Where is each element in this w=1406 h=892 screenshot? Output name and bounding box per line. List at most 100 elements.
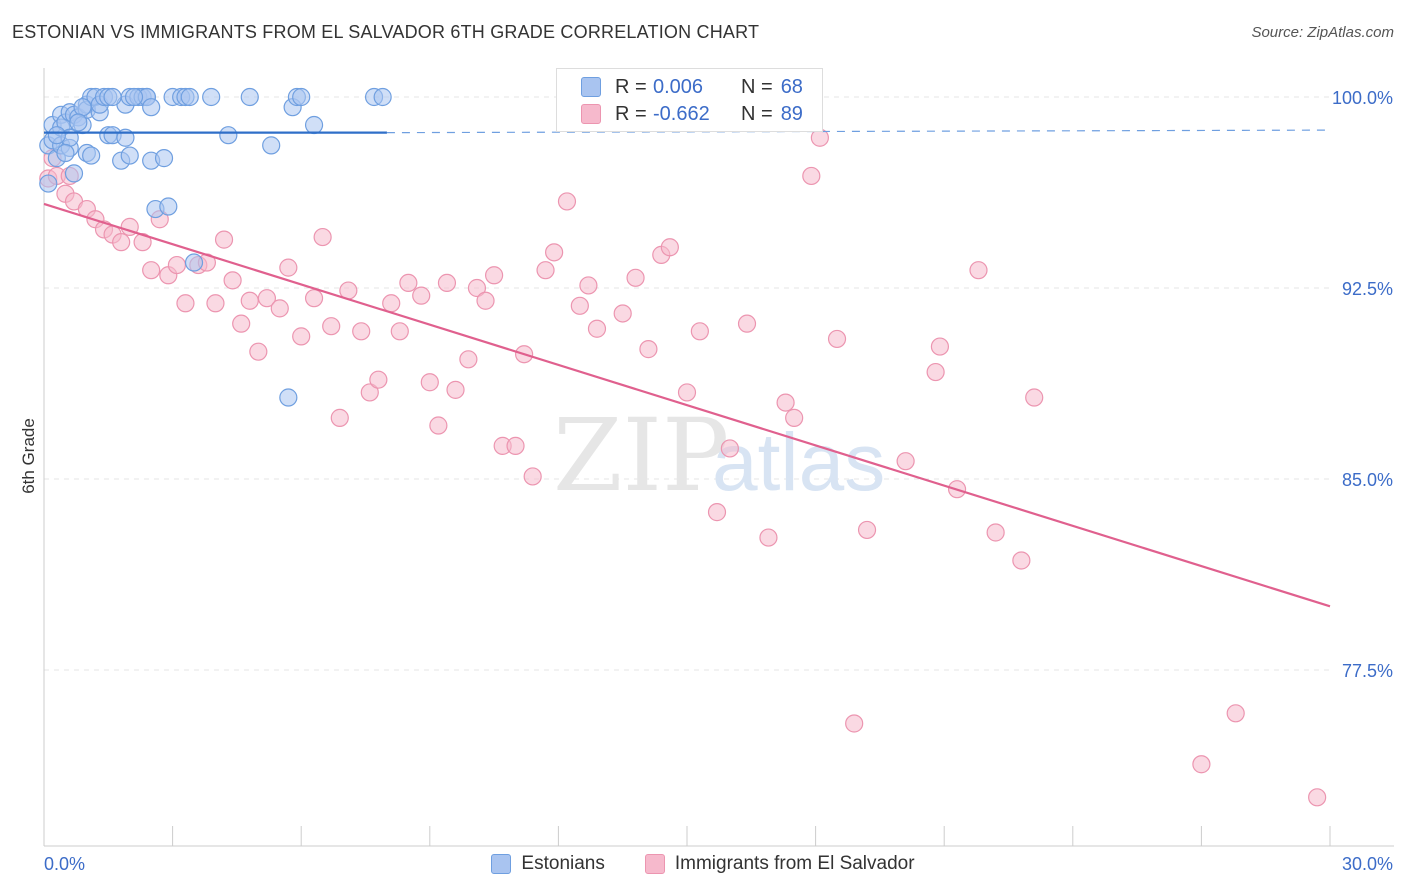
legend-r-label: R = bbox=[615, 75, 647, 98]
data-point-el-salvador bbox=[429, 416, 448, 435]
data-point-estonians bbox=[279, 388, 298, 407]
data-point-el-salvador bbox=[270, 299, 289, 318]
data-point-el-salvador bbox=[969, 261, 988, 280]
watermark-atlas: atlas bbox=[712, 417, 885, 508]
data-point-el-salvador bbox=[506, 436, 525, 455]
data-point-el-salvador bbox=[279, 258, 298, 277]
data-point-el-salvador bbox=[206, 294, 225, 313]
data-point-estonians bbox=[202, 87, 221, 107]
data-point-estonians bbox=[304, 115, 324, 135]
data-point-el-salvador bbox=[382, 294, 401, 313]
series-legend: Estonians Immigrants from El Salvador bbox=[0, 851, 1406, 877]
x-tick-label: 30.0% bbox=[1342, 854, 1393, 874]
data-point-el-salvador bbox=[390, 322, 409, 341]
x-tick-label: 0.0% bbox=[44, 854, 85, 874]
data-point-estonians bbox=[180, 87, 199, 107]
legend-item-estonians[interactable]: Estonians bbox=[491, 853, 605, 875]
axis-labels: 100.0% 92.5% 85.0% 77.5% 0.0% 30.0% 6th Grade bbox=[19, 88, 1393, 874]
data-point-el-salvador bbox=[557, 192, 577, 211]
data-point-el-salvador bbox=[523, 467, 542, 486]
y-tick-label: 100.0% bbox=[1332, 88, 1393, 108]
data-point-estonians bbox=[373, 87, 392, 107]
data-point-el-salvador bbox=[257, 289, 277, 308]
legend-row-estonians: R = 0.006 N = 68 bbox=[581, 74, 803, 100]
legend-r-label: R = bbox=[615, 102, 647, 125]
data-point-el-salvador bbox=[322, 317, 341, 336]
axis-layer bbox=[43, 68, 1394, 847]
data-point-el-salvador bbox=[142, 261, 161, 280]
data-point-el-salvador bbox=[1192, 755, 1211, 774]
trend-extension-estonians bbox=[386, 129, 1331, 134]
data-point-el-salvador bbox=[845, 714, 864, 733]
data-point-el-salvador bbox=[176, 294, 195, 313]
data-point-el-salvador bbox=[545, 243, 564, 262]
legend-r-value: -0.662 bbox=[653, 102, 710, 125]
data-point-el-salvador bbox=[485, 266, 504, 285]
legend-item-el-salvador[interactable]: Immigrants from El Salvador bbox=[644, 853, 915, 875]
data-point-el-salvador bbox=[1226, 704, 1245, 723]
chart-source: Source: ZipAtlas.com bbox=[1251, 24, 1394, 41]
legend-swatch-el-salvador bbox=[644, 854, 665, 874]
legend-row-el-salvador: R = -0.662 N = 89 bbox=[581, 101, 803, 127]
chart-title: ESTONIAN VS IMMIGRANTS FROM EL SALVADOR … bbox=[12, 22, 760, 42]
data-point-estonians bbox=[103, 87, 122, 107]
data-point-el-salvador bbox=[677, 383, 697, 402]
data-point-el-salvador bbox=[926, 362, 945, 382]
series-el-salvador-points bbox=[39, 98, 1327, 807]
data-point-el-salvador bbox=[399, 273, 418, 293]
y-tick-label: 92.5% bbox=[1342, 279, 1393, 299]
y-tick-label: 85.0% bbox=[1342, 470, 1393, 490]
data-point-el-salvador bbox=[292, 327, 311, 346]
watermark: ZIP atlas bbox=[553, 397, 885, 514]
data-point-el-salvador bbox=[737, 314, 757, 333]
data-point-el-salvador bbox=[690, 322, 709, 341]
data-point-estonians bbox=[184, 253, 204, 272]
data-point-el-salvador bbox=[827, 329, 847, 349]
legend-n-label: N = bbox=[741, 102, 773, 125]
data-point-el-salvador bbox=[437, 273, 457, 293]
data-point-el-salvador bbox=[639, 340, 658, 359]
data-point-estonians bbox=[120, 146, 139, 165]
data-point-el-salvador bbox=[930, 337, 950, 356]
data-point-el-salvador bbox=[707, 503, 727, 522]
data-point-el-salvador bbox=[369, 370, 388, 389]
data-point-estonians bbox=[219, 126, 238, 145]
data-point-el-salvador bbox=[759, 528, 778, 547]
data-point-estonians bbox=[73, 98, 92, 117]
legend-n-value: 68 bbox=[780, 75, 803, 98]
legend-r-value: 0.006 bbox=[653, 75, 704, 98]
data-point-estonians bbox=[69, 113, 88, 132]
data-point-estonians bbox=[124, 87, 144, 107]
data-point-el-salvador bbox=[986, 523, 1005, 542]
data-point-el-salvador bbox=[313, 227, 332, 247]
data-point-el-salvador bbox=[579, 276, 598, 295]
data-point-estonians bbox=[159, 197, 178, 216]
y-axis-title: 6th Grade bbox=[19, 418, 38, 494]
data-point-estonians bbox=[142, 98, 161, 117]
data-point-el-salvador bbox=[330, 408, 349, 427]
data-point-estonians bbox=[39, 174, 58, 193]
legend-swatch-el-salvador bbox=[581, 104, 601, 124]
legend-label-el-salvador: Immigrants from El Salvador bbox=[674, 853, 915, 874]
data-point-estonians bbox=[262, 136, 281, 155]
data-point-el-salvador bbox=[1012, 551, 1031, 570]
data-point-el-salvador bbox=[785, 408, 804, 427]
data-point-el-salvador bbox=[802, 166, 821, 186]
data-point-el-salvador bbox=[214, 230, 234, 249]
data-point-el-salvador bbox=[1025, 388, 1044, 407]
data-point-estonians bbox=[64, 164, 84, 183]
data-point-el-salvador bbox=[476, 291, 495, 310]
watermark-zip: ZIP bbox=[553, 397, 729, 514]
data-point-el-salvador bbox=[896, 452, 915, 471]
data-point-el-salvador bbox=[112, 233, 131, 252]
legend-n-label: N = bbox=[741, 75, 773, 98]
data-point-el-salvador bbox=[720, 439, 739, 458]
data-point-el-salvador bbox=[587, 319, 607, 338]
trend-line-el-salvador bbox=[43, 202, 1331, 608]
data-point-el-salvador bbox=[1308, 788, 1327, 807]
data-point-el-salvador bbox=[776, 393, 795, 412]
data-point-el-salvador bbox=[420, 373, 439, 392]
data-point-el-salvador bbox=[613, 304, 632, 323]
data-point-el-salvador bbox=[360, 383, 379, 402]
